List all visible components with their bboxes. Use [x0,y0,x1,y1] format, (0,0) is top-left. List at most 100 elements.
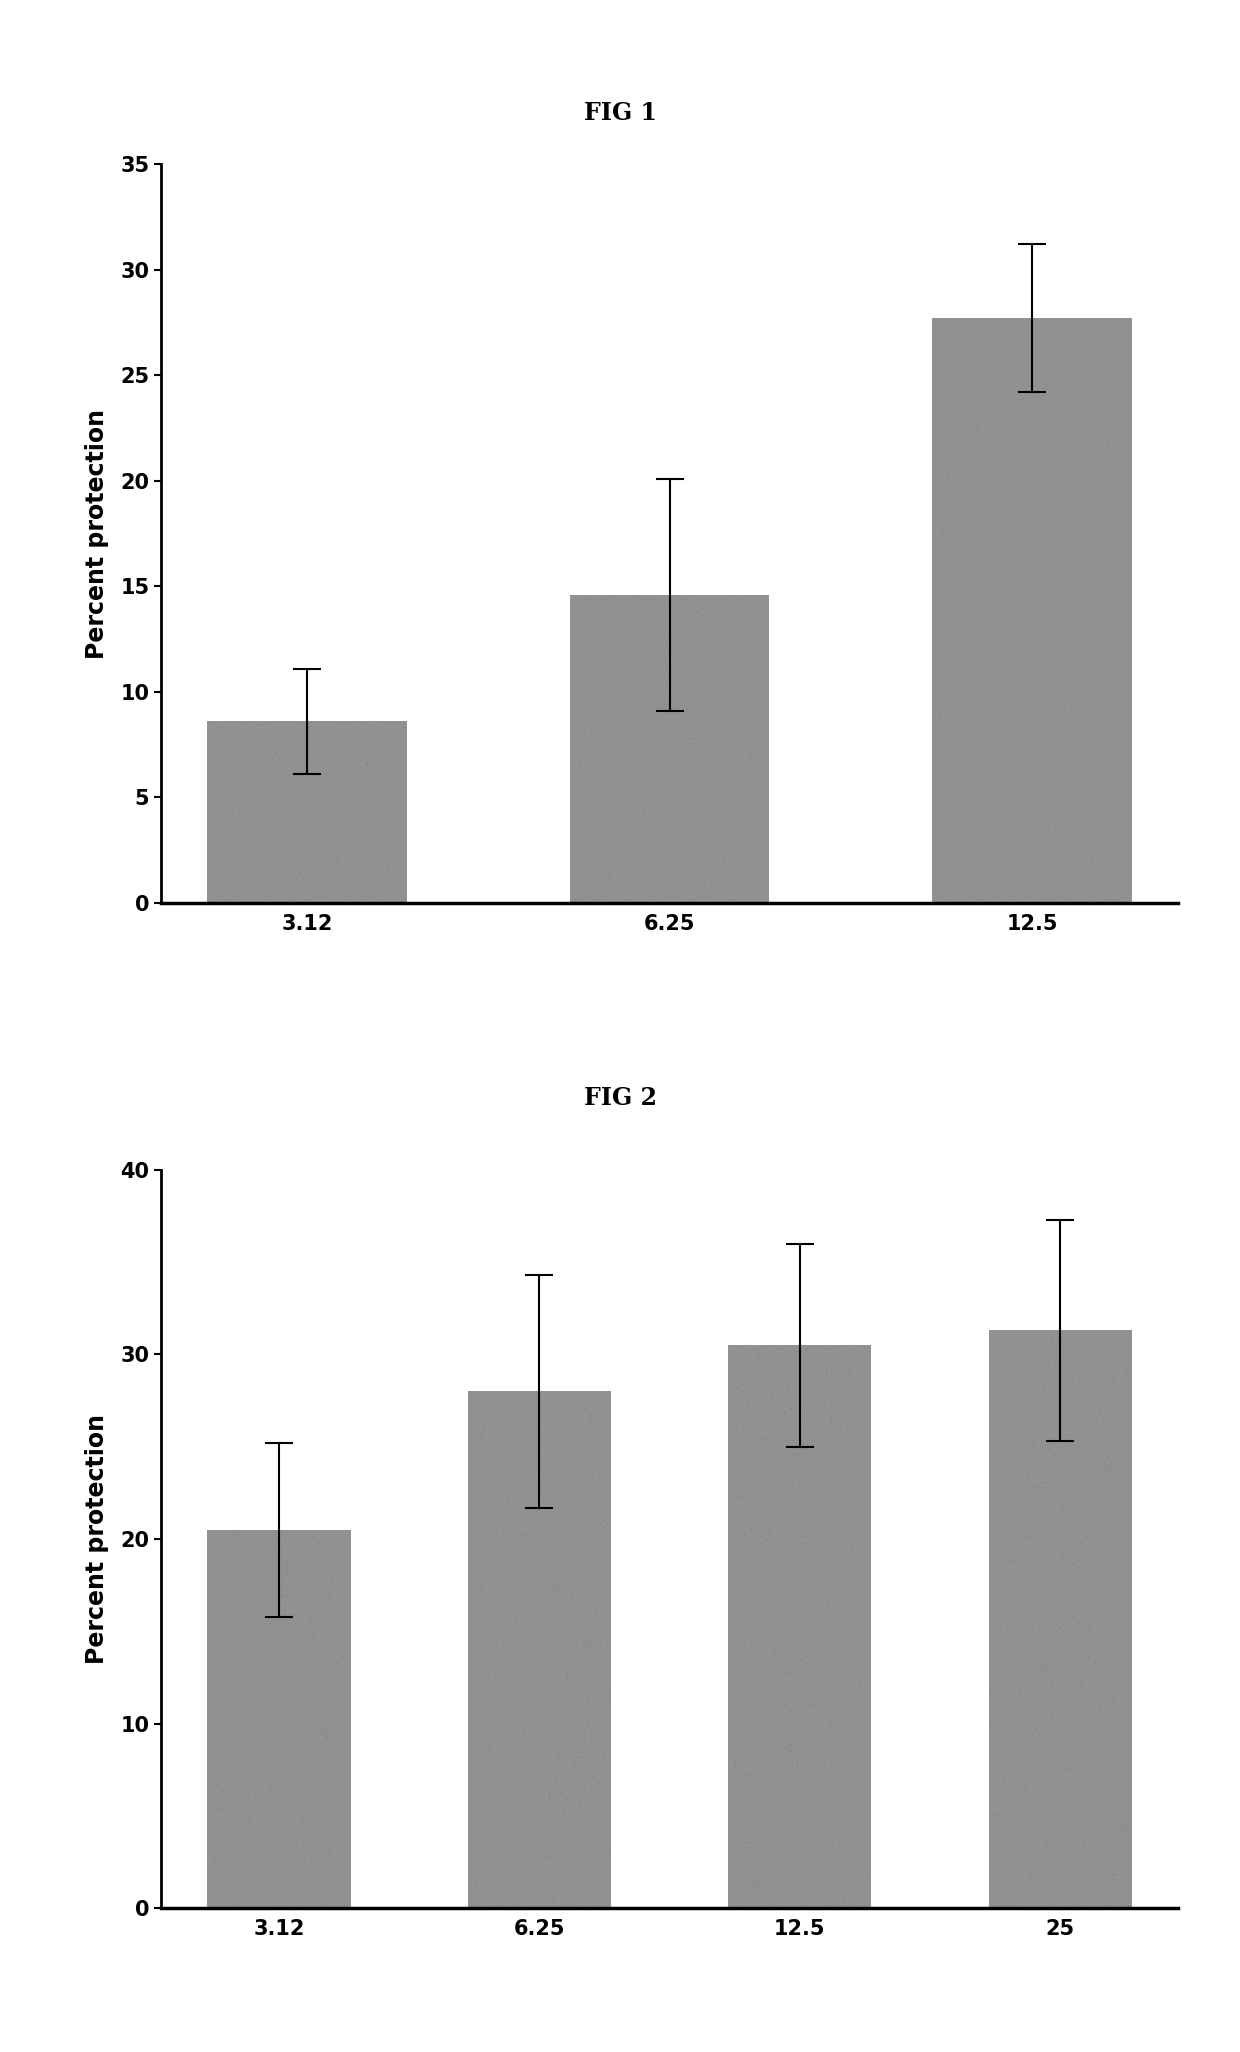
Point [729,1492,749,1525]
Point [1053,1828,1073,1861]
Point [756,1453,776,1486]
Point [1035,1438,1055,1471]
Point [541,1574,560,1607]
Point [263,1796,283,1828]
Point [1013,1767,1033,1800]
Point [784,1824,804,1857]
Point [977,663,997,696]
Point [583,1469,603,1502]
Point [1101,702,1121,735]
Point [733,636,753,669]
Point [286,1738,306,1771]
Point [734,1806,754,1839]
Point [1076,1336,1096,1369]
Point [595,804,615,837]
Point [463,1443,482,1475]
Point [742,774,761,806]
Point [847,1609,867,1642]
Point [963,825,983,858]
Point [826,1818,846,1851]
Point [538,1629,558,1662]
Point [805,1504,825,1537]
Point [508,1670,528,1703]
Point [562,1547,582,1580]
Point [832,1596,852,1629]
Point [1106,1521,1126,1553]
Point [728,1568,748,1601]
Point [1076,1837,1096,1869]
Point [706,646,725,679]
Point [1070,1720,1090,1752]
Point [1013,1387,1033,1420]
Point [600,864,620,897]
Point [548,1490,568,1523]
Point [1114,638,1133,671]
Point [301,1617,321,1650]
Point [932,607,952,640]
Point [522,1375,542,1408]
Point [305,1699,325,1732]
Point [479,1518,498,1551]
Point [739,1603,759,1635]
Point [222,710,242,743]
Point [742,589,761,622]
Point [252,1551,272,1584]
Point [639,852,658,884]
Point [997,815,1017,847]
Point [1048,1654,1068,1687]
Point [615,823,635,856]
Point [278,792,298,825]
Point [1105,447,1125,480]
Point [1117,1742,1137,1775]
Point [749,1346,769,1379]
Point [1037,655,1056,687]
Point [1104,813,1123,845]
Point [833,1841,853,1873]
Point [357,741,377,774]
Point [657,786,677,819]
Point [1012,1884,1032,1917]
Point [580,1674,600,1707]
Point [656,868,676,901]
Point [686,700,706,733]
Point [534,1890,554,1923]
Point [259,878,279,911]
Point [492,1516,512,1549]
Point [500,1508,520,1541]
Point [593,1389,613,1422]
Point [494,1849,513,1882]
Point [543,1742,563,1775]
Point [790,1545,810,1578]
Point [485,1404,505,1436]
Point [278,1644,298,1676]
Point [1096,316,1116,349]
Point [847,1771,867,1804]
Point [567,1625,587,1658]
Point [585,1428,605,1461]
Point [1063,1843,1083,1876]
Point [1117,1808,1137,1841]
Point [1030,1594,1050,1627]
Point [1081,841,1101,874]
Point [990,1754,1009,1787]
Point [1012,1395,1032,1428]
Point [284,743,304,776]
Point [1007,1445,1027,1477]
Point [813,1880,833,1912]
Point [322,1664,342,1697]
Point [1099,1336,1118,1369]
Point [971,570,991,603]
Point [1056,1352,1076,1385]
Point [1006,1837,1025,1869]
Point [1116,560,1136,593]
Point [952,404,972,437]
Point [1055,1410,1075,1443]
Point [1099,1482,1118,1514]
Point [835,1715,854,1748]
Point [494,1759,513,1791]
Point [308,1625,327,1658]
Point [836,1720,856,1752]
Point [742,739,761,772]
Point [1017,1592,1037,1625]
Point [595,1539,615,1572]
